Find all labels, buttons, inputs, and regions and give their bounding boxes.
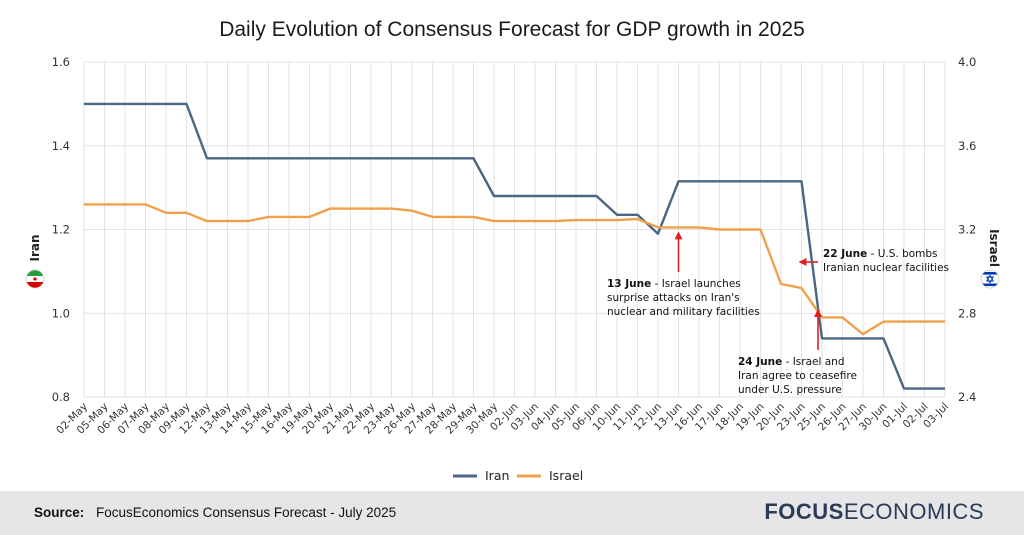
legend: Iran Israel [453,468,583,483]
israel-axis-label: Israel [987,229,1001,267]
y-left-tick: 0.8 [52,390,70,404]
annotation-24-june: 24 June - Israel and Iran agree to ceasef… [738,309,857,396]
logo-focus: FOCUS [764,499,844,524]
series-line-israel [84,203,945,336]
y-right-tick: 3.2 [958,223,976,237]
iran-flag-icon [25,269,45,289]
y-right-tick: 2.8 [958,306,976,320]
annotation-text: nuclear and military facilities [607,306,760,318]
annotation-text: 13 June - Israel launches [607,278,741,290]
gdp-forecast-chart: Daily Evolution of Consensus Forecast fo… [25,18,1001,483]
annotation-text: 24 June - Israel and [738,356,845,368]
arrow-head [674,231,683,240]
y-right-tick: 2.4 [958,390,976,404]
y-left-tick: 1.4 [52,139,70,153]
annotation-text: Iran agree to ceasefire [738,370,857,382]
annotations: 13 June - Israel launches surprise attack… [607,231,949,396]
chart-title: Daily Evolution of Consensus Forecast fo… [219,18,805,41]
x-axis: 02-May05-May06-May07-May08-May09-May12-M… [54,401,951,437]
series-lines [84,102,945,390]
iran-axis-title: Iran [25,234,45,289]
focus-economics-logo: FOCUSECONOMICS [764,499,984,525]
annotation-text: surprise attacks on Iran's [607,292,740,304]
y-left-tick: 1.6 [52,55,70,69]
y-right-tick: 4.0 [958,55,976,69]
annotation-text: under U.S. pressure [738,384,842,396]
footer: Source: FocusEconomics Consensus Forecas… [0,491,1024,535]
iran-axis-label: Iran [28,234,42,261]
right-axis: 2.4 2.8 3.2 3.6 4.0 [958,55,976,404]
grid [83,61,946,398]
source-label: Source: [34,505,85,520]
source-text: FocusEconomics Consensus Forecast - July… [96,505,397,520]
annotation-22-june: 22 June - U.S. bombs Iranian nuclear faci… [798,248,949,274]
y-left-tick: 1.2 [52,223,70,237]
annotation-13-june: 13 June - Israel launches surprise attack… [607,231,760,318]
legend-israel-label: Israel [549,468,583,483]
legend-iran-label: Iran [485,468,509,483]
annotation-text: 22 June - U.S. bombs [823,248,938,260]
israel-axis-title: Israel [980,229,1001,289]
series-line-iran [84,102,945,390]
annotation-text: Iranian nuclear facilities [823,262,949,274]
y-left-tick: 1.0 [52,306,70,320]
source-note: Source: FocusEconomics Consensus Forecas… [34,505,396,520]
israel-flag-icon [980,269,1000,289]
arrow-head [798,258,807,266]
y-right-tick: 3.6 [958,139,976,153]
arrow-head [814,309,822,317]
left-axis: 0.8 1.0 1.2 1.4 1.6 [52,55,70,404]
logo-economics: ECONOMICS [843,499,984,524]
